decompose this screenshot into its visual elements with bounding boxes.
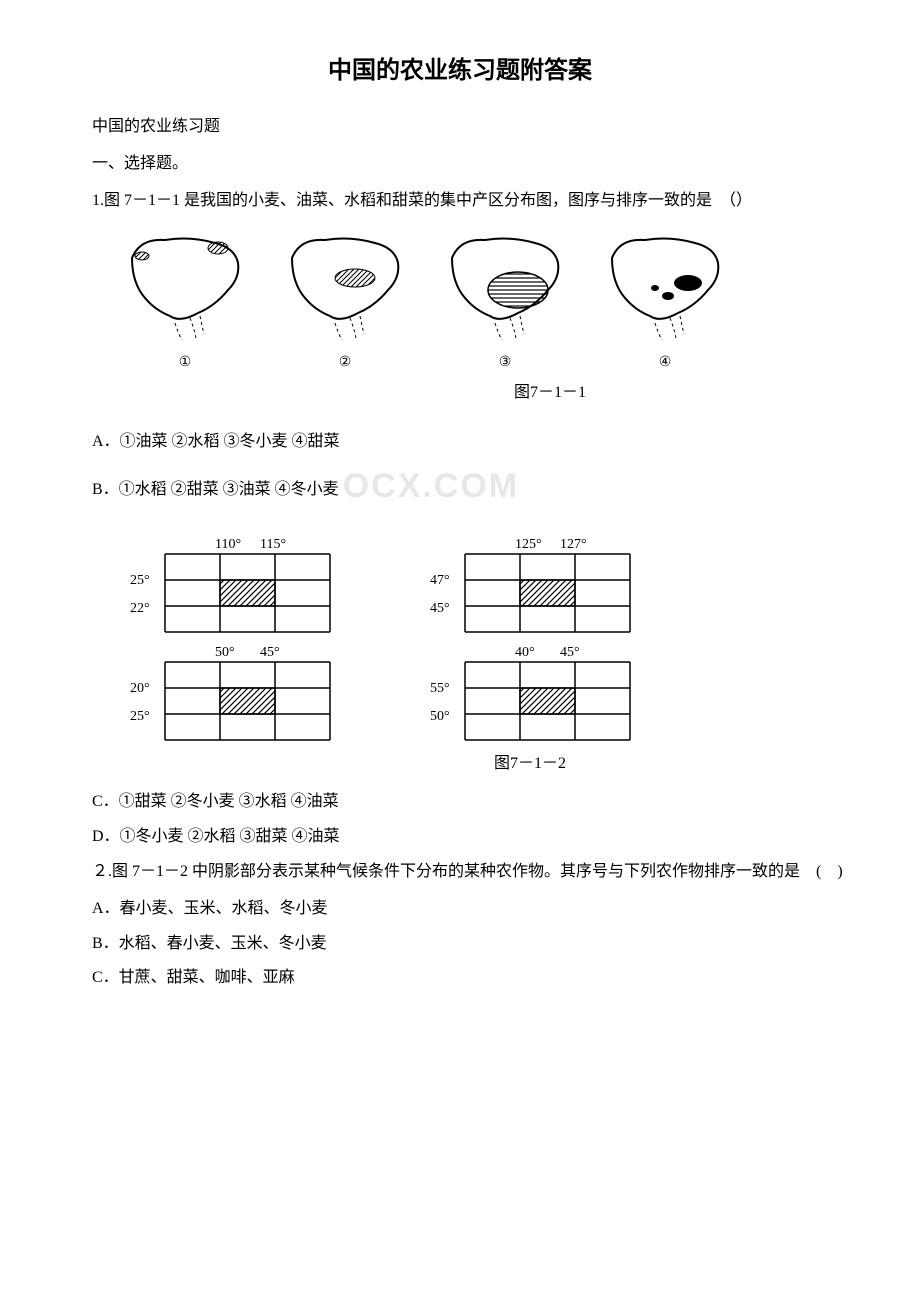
grids-row-1: 110° 115° 25° 22°	[120, 534, 860, 634]
subtitle: 中国的农业练习题	[60, 113, 860, 142]
grid-4-top-label-1: 40°	[515, 645, 535, 660]
map-1-label: ①	[179, 350, 192, 375]
q2-option-a: A．春小麦、玉米、水稻、冬小麦	[60, 895, 860, 924]
grid-2-top-label-1: 125°	[515, 537, 542, 552]
grid-chart-2: 125° 127° 47° 45°	[420, 534, 640, 634]
map-2: ②	[280, 228, 410, 375]
q1-option-d: D．①冬小麦 ②水稻 ③甜菜 ④油菜	[60, 823, 860, 852]
q1-option-a: A．①油菜 ②水稻 ③冬小麦 ④甜菜	[60, 428, 860, 457]
grid-3-svg: 50° 45° 20° 25°	[120, 642, 340, 742]
grid-1-svg: 110° 115° 25° 22°	[120, 534, 340, 634]
grid-3-top-label-1: 50°	[215, 645, 235, 660]
grid-4-top-label-2: 45°	[560, 645, 580, 660]
grid-1-left-label-1: 25°	[130, 573, 150, 588]
map-4: ④	[600, 228, 730, 375]
q1-option-c: C．①甜菜 ②冬小麦 ③水稻 ④油菜	[60, 788, 860, 817]
map-3: ③	[440, 228, 570, 375]
map-2-label: ②	[339, 350, 352, 375]
maps-row: ① ②	[120, 228, 860, 375]
grid-1-left-label-2: 22°	[130, 601, 150, 616]
grid-3-left-label-1: 20°	[130, 681, 150, 696]
figure-7-1-2: 110° 115° 25° 22°	[120, 534, 860, 779]
grid-4-svg: 40° 45° 55° 50°	[420, 642, 640, 742]
map-4-label: ④	[659, 350, 672, 375]
grid-chart-4: 40° 45° 55° 50°	[420, 642, 640, 742]
grid-1-top-label-2: 115°	[260, 537, 286, 552]
grid-chart-3: 50° 45° 20° 25°	[120, 642, 340, 742]
figure-2-caption: 图7－1－2	[200, 750, 860, 779]
grid-4-left-label-1: 55°	[430, 681, 450, 696]
grid-2-svg: 125° 127° 47° 45°	[420, 534, 640, 634]
grids-row-2: 50° 45° 20° 25°	[120, 642, 860, 742]
grid-2-left-label-1: 47°	[430, 573, 450, 588]
map-4-svg	[600, 228, 730, 348]
section-heading: 一、选择题。	[60, 150, 860, 179]
grid-2-left-label-2: 45°	[430, 601, 450, 616]
question-2: ２.图 7－1－2 中阴影部分表示某种气候条件下分布的某种农作物。其序号与下列农…	[60, 858, 860, 887]
grid-2-top-label-2: 127°	[560, 537, 587, 552]
map-2-svg	[280, 228, 410, 348]
grid-chart-1: 110° 115° 25° 22°	[120, 534, 340, 634]
q2-option-b: B．水稻、春小麦、玉米、冬小麦	[60, 930, 860, 959]
grid-3-left-label-2: 25°	[130, 709, 150, 724]
figure-1-caption: 图7－1－1	[240, 379, 860, 408]
map-1: ①	[120, 228, 250, 375]
q1-option-b: B．①水稻 ②甜菜 ③油菜 ④冬小麦	[60, 476, 339, 505]
figure-7-1-1: ① ②	[120, 228, 860, 408]
map-3-svg	[440, 228, 570, 348]
grid-3-top-label-2: 45°	[260, 645, 280, 660]
question-1: 1.图 7－1－1 是我国的小麦、油菜、水稻和甜菜的集中产区分布图，图序与排序一…	[60, 187, 860, 216]
q2-option-c: C．甘蔗、甜菜、咖啡、亚麻	[60, 964, 860, 993]
map-3-label: ③	[499, 350, 512, 375]
grid-1-top-label-1: 110°	[215, 537, 241, 552]
map-1-svg	[120, 228, 250, 348]
watermark: OCX.COM	[343, 456, 519, 517]
grid-4-left-label-2: 50°	[430, 709, 450, 724]
page-title: 中国的农业练习题附答案	[60, 50, 860, 93]
